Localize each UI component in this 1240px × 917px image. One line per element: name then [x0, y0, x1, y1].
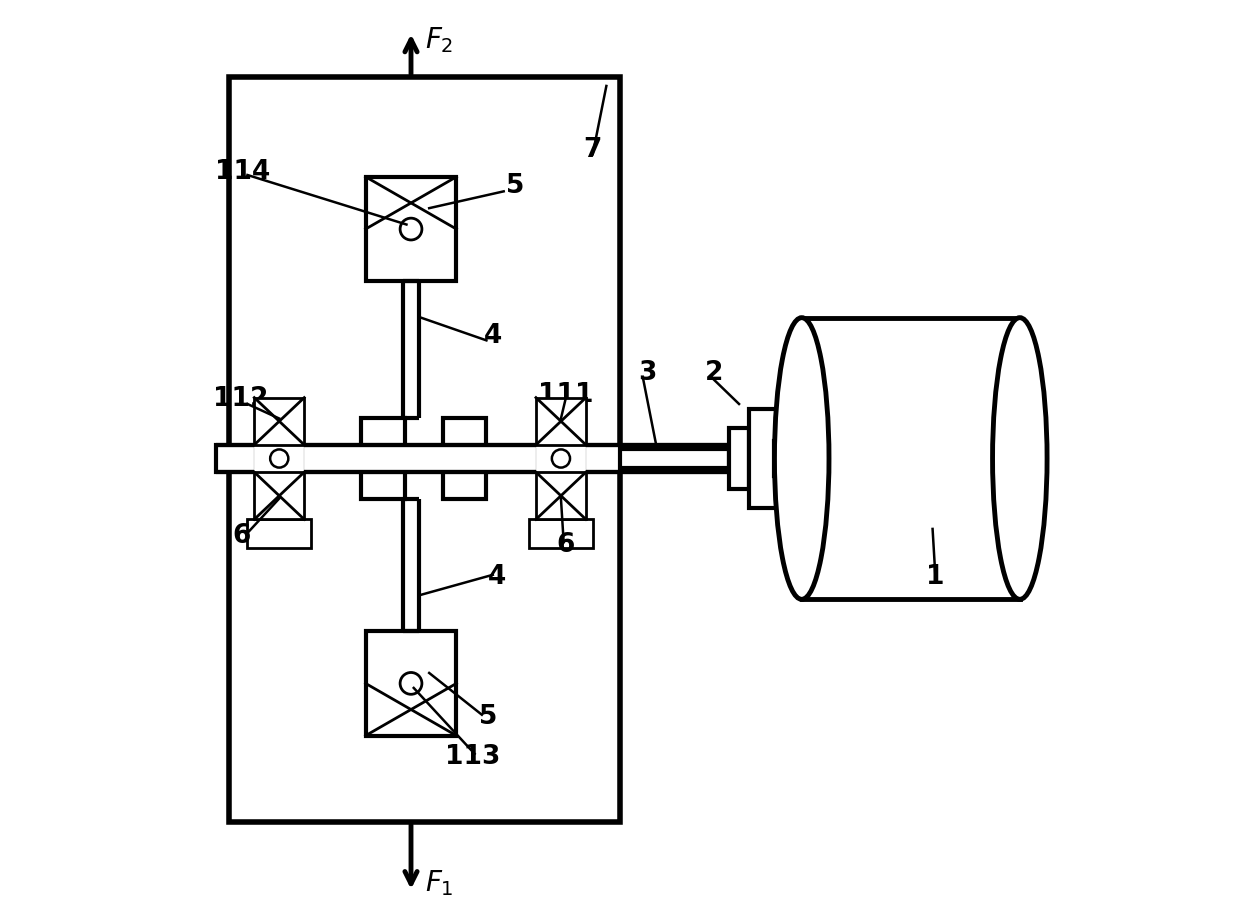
Text: $F_2$: $F_2$ [424, 26, 453, 55]
Bar [775, 441, 802, 476]
Bar [620, 448, 729, 469]
Text: 6: 6 [557, 532, 574, 558]
Text: $F_1$: $F_1$ [424, 868, 454, 898]
Bar [254, 445, 304, 472]
Bar [529, 519, 593, 548]
Bar [248, 519, 311, 548]
Text: 3: 3 [639, 360, 656, 386]
Circle shape [552, 449, 570, 468]
Bar [443, 417, 486, 500]
Ellipse shape [775, 317, 830, 600]
Text: 4: 4 [489, 564, 506, 590]
Ellipse shape [992, 317, 1047, 600]
Text: 111: 111 [538, 381, 593, 408]
Bar [536, 398, 587, 445]
Bar [254, 398, 304, 445]
Bar [536, 472, 587, 519]
Bar [729, 427, 749, 490]
Text: 2: 2 [704, 360, 723, 386]
Text: 4: 4 [484, 323, 502, 348]
Bar [366, 177, 456, 282]
Text: 1: 1 [926, 564, 945, 590]
Circle shape [401, 672, 422, 694]
Bar [749, 408, 785, 509]
Text: 6: 6 [232, 523, 250, 548]
Bar [229, 77, 620, 822]
Bar [366, 631, 456, 735]
Bar [802, 317, 1019, 600]
Bar [216, 445, 729, 472]
Text: 7: 7 [584, 137, 601, 162]
Circle shape [270, 449, 289, 468]
Text: 112: 112 [213, 385, 269, 412]
Text: 5: 5 [506, 173, 525, 199]
Bar [536, 445, 587, 472]
Text: 5: 5 [479, 704, 497, 731]
Circle shape [401, 218, 422, 240]
Text: 114: 114 [216, 160, 270, 185]
Bar [361, 417, 404, 500]
Bar [785, 448, 802, 469]
Bar [254, 472, 304, 519]
Text: 113: 113 [445, 744, 501, 769]
